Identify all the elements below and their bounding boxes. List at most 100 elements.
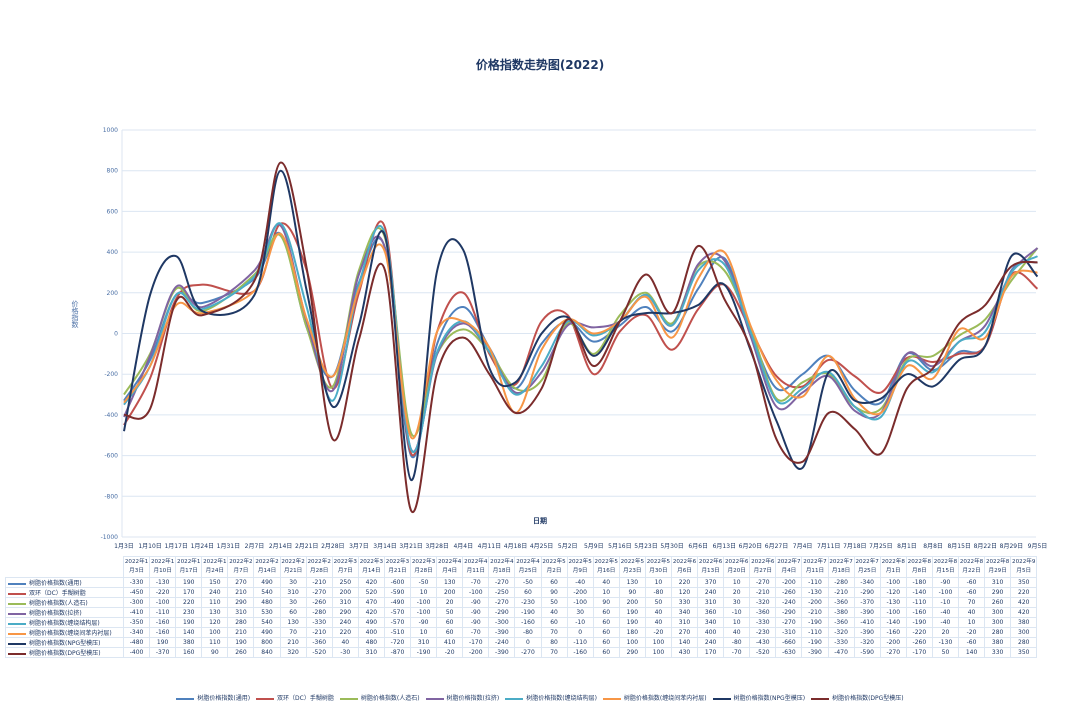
x-tick-label: 8月8日: [923, 543, 943, 550]
table-cell: 370: [697, 577, 725, 588]
table-cell: -200: [462, 647, 490, 658]
table-cell: -90: [462, 597, 490, 608]
table-row: 树脂价格指数(DPG型模压) -400 -370 160 90 260 840 320 -520…: [5, 647, 1038, 658]
table-cell: 140: [175, 627, 203, 638]
table-header-date: 2022年4月25日: [514, 556, 542, 578]
y-tick-label: 800: [107, 168, 119, 175]
table-cell: -270: [749, 577, 777, 588]
table-cell: -160: [566, 647, 594, 658]
table-cell: 60: [592, 607, 620, 618]
table-cell: 490: [253, 627, 281, 638]
table-cell: 150: [201, 577, 229, 588]
table-cell: -190: [514, 607, 542, 618]
legend-swatch: [425, 697, 444, 700]
table-cell: 290: [984, 587, 1012, 598]
table-cell: -450: [122, 587, 151, 598]
table-header-date: 2022年6月13日: [697, 556, 725, 578]
table-cell: -110: [801, 577, 829, 588]
table-cell: -20: [644, 627, 672, 638]
table-cell: 200: [618, 597, 646, 608]
legend-item: 树脂价格指数(人造石): [339, 695, 420, 702]
table-header-date: 2022年5月30日: [644, 556, 672, 578]
table-cell: 310: [410, 637, 438, 648]
x-tick-label: 4月11日: [478, 543, 501, 550]
table-cell: 480: [253, 597, 281, 608]
legend-swatch: [176, 697, 195, 700]
table-cell: 0: [514, 637, 542, 648]
table-cell: -100: [566, 597, 594, 608]
table-cell: -590: [383, 587, 412, 598]
table-cell: 10: [644, 577, 672, 588]
table-cell: 130: [279, 617, 307, 628]
table-cell: -90: [410, 617, 438, 628]
legend-swatch: [712, 697, 731, 700]
table-cell: -100: [931, 587, 960, 598]
table-cell: -320: [749, 597, 777, 608]
table-cell: -310: [775, 627, 803, 638]
table-cell: -210: [305, 577, 333, 588]
table-cell: 110: [201, 637, 229, 648]
series-line-6: [123, 169, 1039, 482]
y-tick-label: -400: [104, 412, 118, 419]
table-cell: 290: [227, 597, 255, 608]
table-cell: 320: [279, 647, 307, 658]
x-tick-label: 5月30日: [660, 543, 683, 550]
table-cell: 20: [723, 587, 751, 598]
table-cell: 530: [253, 607, 281, 618]
table-cell: 30: [723, 597, 751, 608]
table-cell: -170: [905, 647, 933, 658]
x-tick-label: 2月21日: [295, 543, 318, 550]
table-cell: 300: [984, 607, 1012, 618]
table-cell: 60: [436, 617, 464, 628]
legend-swatch: [505, 697, 524, 700]
table-cell: 120: [670, 587, 699, 598]
table-cell: -390: [853, 627, 881, 638]
series-swatch: [8, 592, 26, 595]
table-cell: 260: [984, 597, 1012, 608]
x-tick-label: 7月18日: [843, 543, 866, 550]
table-header-date: 2022年5月2日: [540, 556, 568, 578]
legend-label: 树脂价格指数(缠绕结构层): [526, 695, 597, 702]
legend-item: 树脂价格指数(缠绕结构层): [505, 695, 597, 702]
table-cell: -240: [775, 597, 803, 608]
table-cell: 210: [227, 587, 255, 598]
table-cell: -210: [749, 587, 777, 598]
table-cell: 130: [201, 607, 229, 618]
table-cell: 170: [175, 587, 203, 598]
table-header-date: 2022年4月18日: [488, 556, 516, 578]
table-cell: -10: [723, 607, 751, 618]
table-cell: -290: [488, 607, 516, 618]
table-cell: 40: [540, 607, 568, 618]
table-cell: -490: [383, 597, 412, 608]
table-cell: -350: [122, 617, 151, 628]
x-tick-label: 5月16日: [608, 543, 631, 550]
x-tick-label: 3月14日: [373, 543, 396, 550]
table-cell: 80: [540, 637, 568, 648]
legend-label: 树脂价格指数(拉挤): [446, 695, 500, 702]
y-tick-label: 600: [107, 208, 119, 215]
table-cell: 290: [331, 607, 359, 618]
table-header-date: 2022年2月21日: [279, 556, 307, 578]
table-cell: -300: [488, 617, 516, 628]
table-cell: 340: [670, 607, 699, 618]
table-cell: -100: [410, 607, 438, 618]
table-cell: 400: [697, 627, 725, 638]
table-cell: 40: [957, 607, 986, 618]
table-cell: 60: [592, 617, 620, 628]
table-cell: -570: [383, 617, 412, 628]
series-name: 双环（DC）手糊树脂: [29, 590, 86, 597]
table-cell: -80: [514, 627, 542, 638]
x-tick-label: 7月4日: [793, 543, 813, 550]
table-cell: 240: [201, 587, 229, 598]
table-cell: -480: [122, 637, 151, 648]
table-cell: 420: [357, 577, 385, 588]
table-cell: -570: [383, 607, 412, 618]
table-cell: 140: [670, 637, 699, 648]
table-cell: -50: [514, 577, 542, 588]
table-cell: -70: [462, 627, 490, 638]
table-cell: -110: [566, 637, 594, 648]
table-cell: 210: [279, 637, 307, 648]
table-cell: -180: [905, 577, 933, 588]
x-tick-label: 4月25日: [530, 543, 553, 550]
table-row: 双环（DC）手糊树脂 -450 -220 170 240 210 540 310 -270 200…: [5, 587, 1038, 598]
